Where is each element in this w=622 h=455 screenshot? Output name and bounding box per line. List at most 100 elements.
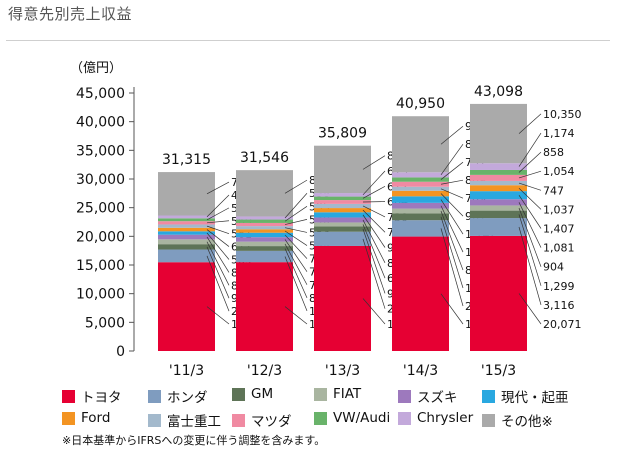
leader-line — [284, 206, 308, 222]
leader-line — [518, 187, 542, 210]
legend-label: GM — [251, 386, 274, 402]
bar-segment — [236, 232, 293, 238]
leader-line — [362, 219, 386, 263]
leader-line — [362, 298, 386, 325]
bar-segment — [392, 208, 449, 214]
leader-line — [284, 219, 308, 225]
leader-line — [440, 205, 464, 253]
data-label: 1,299 — [543, 280, 575, 293]
bar-segment — [158, 172, 215, 216]
bar-total-label: 43,098 — [474, 84, 523, 100]
leader-line — [440, 199, 464, 235]
bar-segment — [470, 191, 527, 200]
bar-segment — [314, 226, 371, 232]
legend-swatch — [148, 413, 161, 427]
bar-segment — [158, 221, 215, 225]
legend-item: 富士重工 — [148, 410, 221, 430]
leader-line — [206, 220, 230, 224]
leader-line — [362, 155, 386, 170]
bar-segment — [314, 200, 371, 204]
bar-segment — [392, 196, 449, 203]
legend-item: GM — [232, 386, 273, 402]
x-tick-label: '12/3 — [247, 363, 282, 379]
leader-line — [440, 293, 464, 325]
bar-segment — [392, 202, 449, 209]
bar-segment — [392, 236, 449, 351]
leader-line — [284, 192, 308, 219]
leader-line — [284, 179, 308, 194]
bar-segment — [158, 227, 215, 232]
bar-segment — [158, 231, 215, 235]
leader-line — [518, 195, 542, 229]
x-tick-label: '15/3 — [481, 363, 516, 379]
data-label: 747 — [543, 184, 564, 197]
data-label: 1,407 — [543, 223, 575, 236]
leader-line — [440, 161, 464, 180]
bar-segment — [470, 185, 527, 192]
bar-segment — [392, 177, 449, 182]
bar-total-label: 31,546 — [240, 150, 289, 166]
bar-total-label: 31,315 — [162, 152, 211, 168]
leader-line — [362, 224, 386, 279]
bar-segment — [314, 222, 371, 227]
bar-segment — [392, 186, 449, 191]
leader-line — [518, 293, 542, 325]
bar-total-label: 35,809 — [318, 126, 367, 142]
leader-line — [284, 306, 308, 325]
legend-item: スズキ — [398, 386, 458, 406]
legend-label: 富士重工 — [167, 414, 221, 430]
bar-segment — [158, 249, 215, 263]
legend-swatch — [314, 387, 327, 401]
y-tick-label: 10,000 — [76, 287, 125, 303]
y-tick-label: 25,000 — [76, 201, 125, 217]
leader-line — [206, 225, 230, 235]
legend-label: Ford — [81, 410, 111, 426]
legend-item: トヨタ — [62, 386, 122, 406]
bar-segment — [470, 235, 527, 351]
legend-swatch — [398, 411, 411, 425]
legend-label: トヨタ — [81, 390, 122, 406]
leader-line — [440, 216, 464, 289]
leader-line — [206, 232, 230, 260]
data-label: 1,054 — [543, 165, 575, 178]
leader-line — [206, 194, 230, 218]
leader-line — [362, 205, 386, 218]
data-label: 10,350 — [543, 108, 582, 121]
y-tick-label: 30,000 — [76, 172, 125, 188]
leader-line — [206, 246, 230, 299]
leader-line — [284, 256, 308, 312]
bar-segment — [236, 262, 293, 351]
leader-line — [440, 188, 464, 199]
leader-line — [284, 243, 308, 285]
leader-line — [284, 234, 308, 259]
legend-swatch — [62, 411, 75, 425]
leader-line — [206, 255, 230, 312]
bar-segment — [470, 199, 527, 206]
bar-segment — [314, 145, 371, 194]
legend-item: VW/Audi — [314, 410, 390, 426]
legend-swatch — [232, 413, 245, 427]
leader-line — [518, 113, 542, 134]
leader-line — [440, 228, 464, 307]
legend-label: FIAT — [333, 386, 362, 402]
bar-segment — [470, 210, 527, 219]
leader-line — [362, 214, 386, 248]
bar-segment — [236, 226, 293, 230]
bar-segment — [470, 180, 527, 186]
leader-line — [518, 170, 542, 179]
legend-label: 現代・起亜 — [501, 390, 569, 406]
bar-segment — [470, 103, 527, 164]
bar-segment — [470, 205, 527, 211]
leader-line — [284, 239, 308, 272]
leader-line — [518, 182, 542, 191]
bar-segment — [236, 246, 293, 251]
leader-line — [206, 181, 230, 195]
bar-segment — [470, 169, 527, 175]
leader-line — [362, 185, 386, 199]
leader-line — [206, 241, 230, 286]
bar-segment — [314, 208, 371, 213]
data-label: 20,071 — [543, 318, 582, 331]
leader-line — [518, 151, 542, 173]
leader-line — [440, 143, 464, 176]
leader-line — [362, 170, 386, 196]
